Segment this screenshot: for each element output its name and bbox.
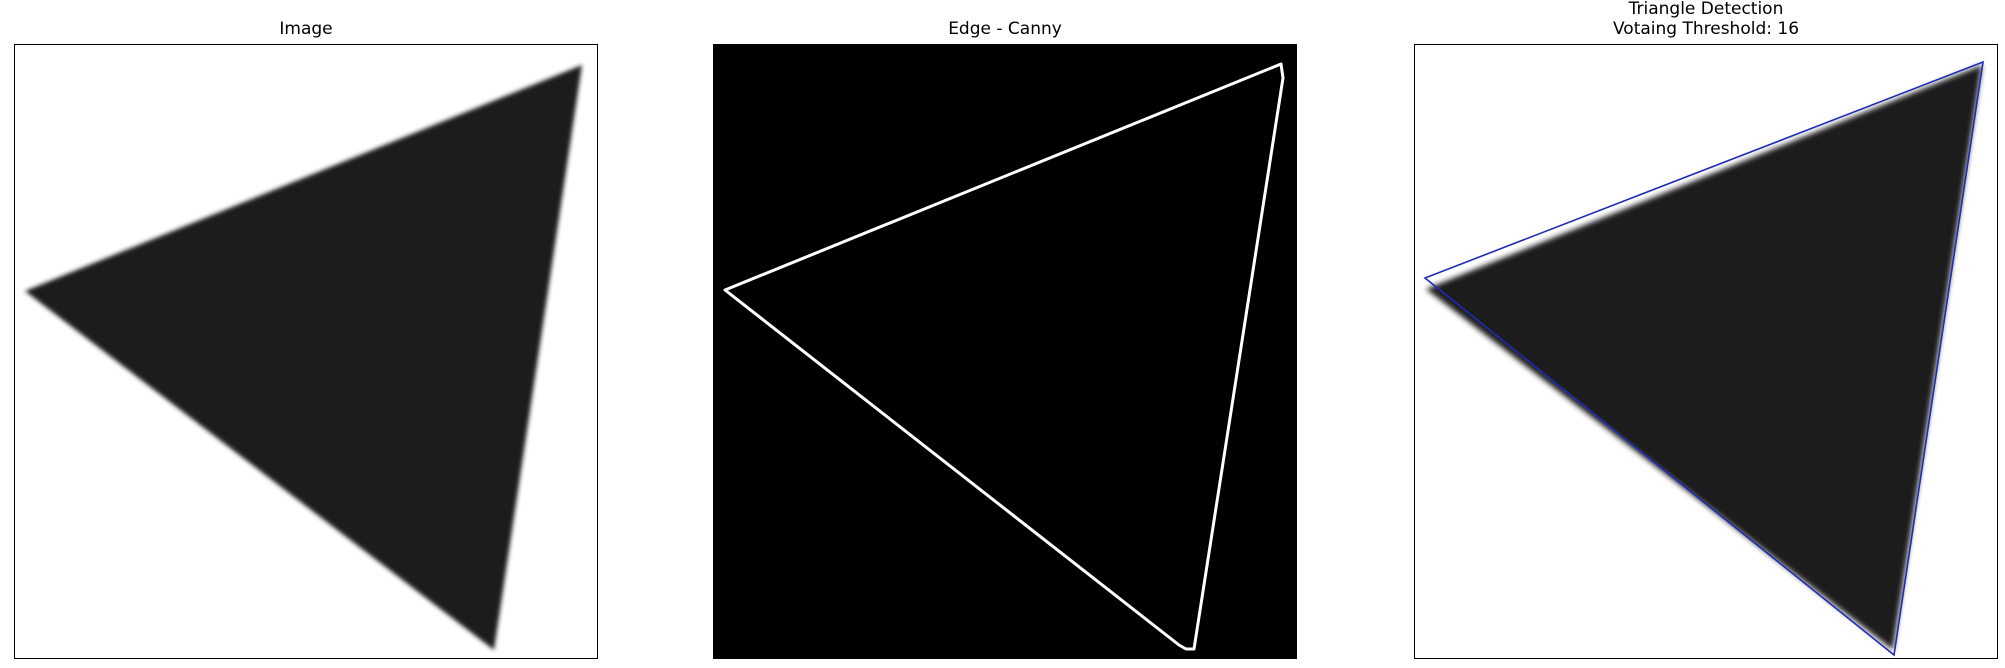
detected-triangle-outline	[1423, 60, 1984, 657]
panel-triangle-detection: Triangle Detection Votaing Threshold: 16	[1414, 0, 1998, 660]
panel-edge-canny: Edge - Canny	[713, 0, 1297, 660]
canny-image-frame	[713, 44, 1297, 659]
canny-edge-outline	[723, 62, 1285, 651]
detected-triangle-shape	[1426, 65, 1982, 650]
original-image-frame	[14, 44, 598, 659]
panel-title-detection: Triangle Detection	[1628, 0, 1784, 19]
panel-subtitle-threshold: Votaing Threshold: 16	[1612, 19, 1800, 39]
canny-edge-image	[714, 45, 1296, 658]
panel-title-image: Image	[279, 19, 333, 39]
panel-title-canny: Edge - Canny	[948, 19, 1062, 39]
panel-original-image: Image	[14, 0, 598, 660]
triangle-shape	[25, 65, 582, 650]
original-image	[15, 45, 597, 658]
detection-image-frame	[1414, 44, 1998, 659]
detection-image	[1415, 45, 1997, 658]
